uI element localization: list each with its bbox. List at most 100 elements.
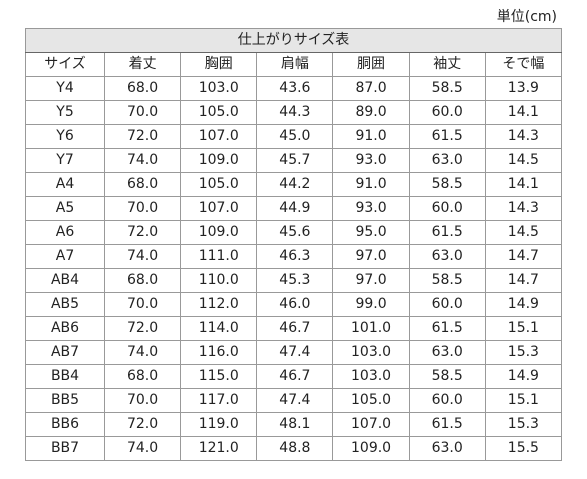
value-cell: 72.0 xyxy=(103,412,182,437)
value-cell: 68.0 xyxy=(103,76,182,101)
value-cell: 91.0 xyxy=(332,124,410,149)
value-cell: 61.5 xyxy=(408,124,486,149)
value-cell: 103.0 xyxy=(180,76,258,101)
value-cell: 63.0 xyxy=(408,340,486,365)
value-cell: 107.0 xyxy=(180,196,258,221)
value-cell: 60.0 xyxy=(408,196,486,221)
value-cell: 99.0 xyxy=(332,292,410,317)
value-cell: 14.7 xyxy=(484,244,563,269)
value-cell: 14.5 xyxy=(484,220,563,245)
value-cell: 105.0 xyxy=(180,172,258,197)
value-cell: 14.3 xyxy=(484,124,563,149)
size-cell: BB5 xyxy=(25,388,105,413)
size-cell: Y5 xyxy=(25,100,105,125)
value-cell: 68.0 xyxy=(103,268,182,293)
value-cell: 91.0 xyxy=(332,172,410,197)
table-body: Y4 68.0 103.0 43.6 87.0 58.5 13.9 Y5 70.0 105.0 44… xyxy=(25,76,563,461)
value-cell: 105.0 xyxy=(180,100,258,125)
size-cell: Y4 xyxy=(25,76,105,101)
value-cell: 15.1 xyxy=(484,388,563,413)
value-cell: 58.5 xyxy=(408,268,486,293)
value-cell: 93.0 xyxy=(332,196,410,221)
value-cell: 46.0 xyxy=(256,292,334,317)
value-cell: 109.0 xyxy=(180,148,258,173)
value-cell: 15.1 xyxy=(484,316,563,341)
value-cell: 61.5 xyxy=(408,220,486,245)
value-cell: 74.0 xyxy=(103,148,182,173)
value-cell: 87.0 xyxy=(332,76,410,101)
value-cell: 14.1 xyxy=(484,100,563,125)
value-cell: 116.0 xyxy=(180,340,258,365)
value-cell: 109.0 xyxy=(332,436,410,461)
value-cell: 121.0 xyxy=(180,436,258,461)
value-cell: 70.0 xyxy=(103,388,182,413)
value-cell: 45.3 xyxy=(256,268,334,293)
value-cell: 110.0 xyxy=(180,268,258,293)
value-cell: 43.6 xyxy=(256,76,334,101)
size-cell: AB6 xyxy=(25,316,105,341)
header-cell: 胸囲 xyxy=(180,52,258,77)
value-cell: 93.0 xyxy=(332,148,410,173)
table-row: AB5 70.0 112.0 46.0 99.0 60.0 14.9 xyxy=(25,292,563,317)
table-row: BB5 70.0 117.0 47.4 105.0 60.0 15.1 xyxy=(25,388,563,413)
size-cell: BB7 xyxy=(25,436,105,461)
value-cell: 58.5 xyxy=(408,76,486,101)
size-table: 仕上がりサイズ表 サイズ 着丈 胸囲 肩幅 胴囲 袖丈 そで幅 Y4 68.0 103.0 43.… xyxy=(25,28,563,461)
value-cell: 89.0 xyxy=(332,100,410,125)
value-cell: 14.9 xyxy=(484,292,563,317)
header-cell: 胴囲 xyxy=(332,52,410,77)
table-row: A4 68.0 105.0 44.2 91.0 58.5 14.1 xyxy=(25,172,563,197)
value-cell: 47.4 xyxy=(256,388,334,413)
value-cell: 15.5 xyxy=(484,436,563,461)
value-cell: 103.0 xyxy=(332,364,410,389)
value-cell: 103.0 xyxy=(332,340,410,365)
value-cell: 74.0 xyxy=(103,436,182,461)
value-cell: 97.0 xyxy=(332,268,410,293)
table-row: Y6 72.0 107.0 45.0 91.0 61.5 14.3 xyxy=(25,124,563,149)
value-cell: 14.1 xyxy=(484,172,563,197)
table-row: AB7 74.0 116.0 47.4 103.0 63.0 15.3 xyxy=(25,340,563,365)
value-cell: 74.0 xyxy=(103,244,182,269)
table-row: A6 72.0 109.0 45.6 95.0 61.5 14.5 xyxy=(25,220,563,245)
value-cell: 60.0 xyxy=(408,100,486,125)
table-row: BB6 72.0 119.0 48.1 107.0 61.5 15.3 xyxy=(25,412,563,437)
value-cell: 14.7 xyxy=(484,268,563,293)
unit-label: 単位(cm) xyxy=(496,9,557,25)
value-cell: 109.0 xyxy=(180,220,258,245)
value-cell: 72.0 xyxy=(103,316,182,341)
table-title: 仕上がりサイズ表 xyxy=(25,28,562,53)
value-cell: 97.0 xyxy=(332,244,410,269)
table-row: AB4 68.0 110.0 45.3 97.0 58.5 14.7 xyxy=(25,268,563,293)
title-row: 仕上がりサイズ表 xyxy=(25,28,562,53)
value-cell: 72.0 xyxy=(103,124,182,149)
value-cell: 48.8 xyxy=(256,436,334,461)
header-cell: サイズ xyxy=(25,52,105,77)
value-cell: 117.0 xyxy=(180,388,258,413)
value-cell: 101.0 xyxy=(332,316,410,341)
value-cell: 15.3 xyxy=(484,340,563,365)
value-cell: 111.0 xyxy=(180,244,258,269)
value-cell: 14.9 xyxy=(484,364,563,389)
header-cell: そで幅 xyxy=(484,52,563,77)
value-cell: 63.0 xyxy=(408,244,486,269)
table-row: A7 74.0 111.0 46.3 97.0 63.0 14.7 xyxy=(25,244,563,269)
value-cell: 72.0 xyxy=(103,220,182,245)
table-row: Y7 74.0 109.0 45.7 93.0 63.0 14.5 xyxy=(25,148,563,173)
size-cell: Y7 xyxy=(25,148,105,173)
value-cell: 119.0 xyxy=(180,412,258,437)
value-cell: 46.7 xyxy=(256,316,334,341)
size-cell: AB5 xyxy=(25,292,105,317)
value-cell: 13.9 xyxy=(484,76,563,101)
size-cell: BB4 xyxy=(25,364,105,389)
table-row: BB4 68.0 115.0 46.7 103.0 58.5 14.9 xyxy=(25,364,563,389)
table-row: BB7 74.0 121.0 48.8 109.0 63.0 15.5 xyxy=(25,436,563,461)
size-cell: AB4 xyxy=(25,268,105,293)
value-cell: 15.3 xyxy=(484,412,563,437)
table-row: Y4 68.0 103.0 43.6 87.0 58.5 13.9 xyxy=(25,76,563,101)
value-cell: 58.5 xyxy=(408,172,486,197)
value-cell: 44.9 xyxy=(256,196,334,221)
size-cell: A4 xyxy=(25,172,105,197)
header-row: サイズ 着丈 胸囲 肩幅 胴囲 袖丈 そで幅 xyxy=(25,52,563,77)
size-cell: BB6 xyxy=(25,412,105,437)
size-cell: A6 xyxy=(25,220,105,245)
